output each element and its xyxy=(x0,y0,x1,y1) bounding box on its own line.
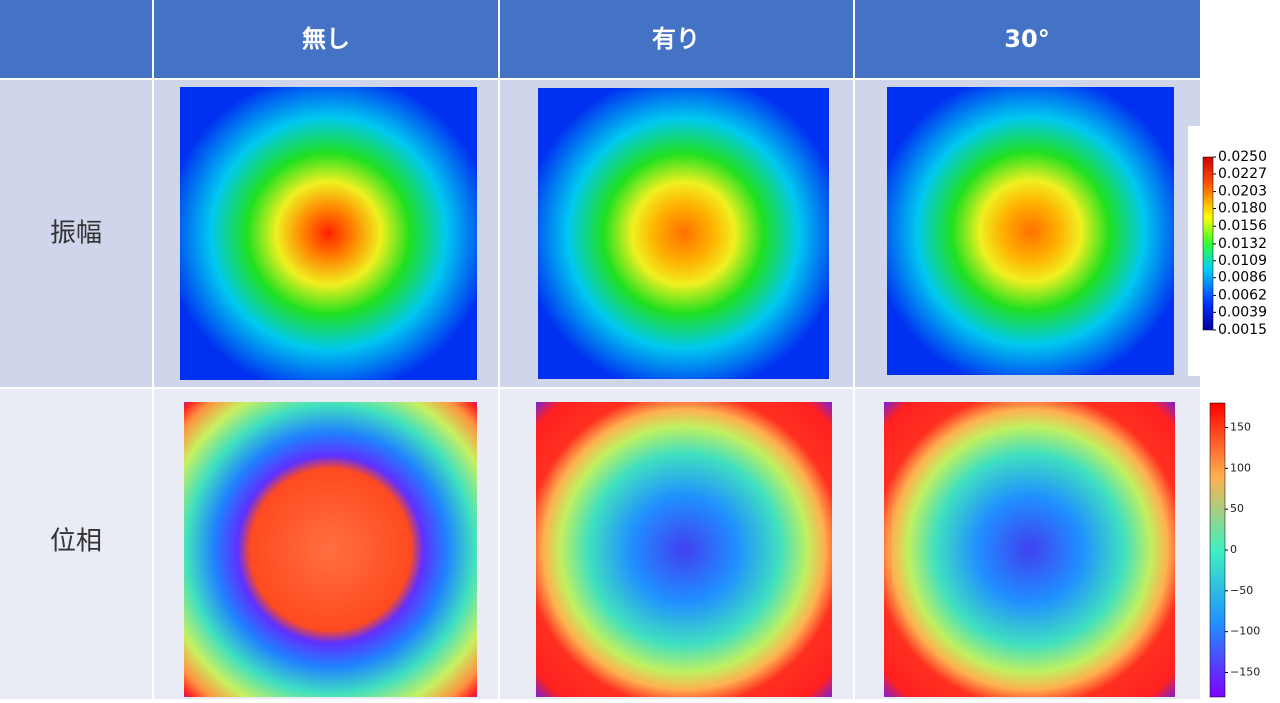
amplitude-map xyxy=(180,87,477,380)
tick-label: 0.0015 xyxy=(1218,322,1267,338)
column-header: 有り xyxy=(652,25,700,53)
amplitude-colorbar xyxy=(1202,156,1214,331)
header-cell xyxy=(500,0,853,78)
tick-label: 0.0156 xyxy=(1218,218,1267,234)
tick-label: 0.0062 xyxy=(1218,287,1267,303)
header-cell xyxy=(154,0,498,78)
amplitude-map xyxy=(538,88,829,379)
phase-map xyxy=(536,402,832,697)
row-header: 振幅 xyxy=(50,219,102,249)
heatmaps xyxy=(180,87,1175,697)
column-header: 無し xyxy=(302,25,350,53)
tick-label: 0.0086 xyxy=(1218,270,1267,286)
tick-label: 0.0132 xyxy=(1218,236,1267,252)
phase-map xyxy=(184,402,477,697)
tick-label: 150 xyxy=(1230,421,1251,434)
tick-label: −50 xyxy=(1230,584,1253,597)
tick-label: 0 xyxy=(1230,543,1237,556)
tick-label: 0.0109 xyxy=(1218,253,1267,269)
phase-colorbar xyxy=(1209,402,1226,698)
tick-label: −150 xyxy=(1230,666,1260,679)
colorbar-panel xyxy=(1188,126,1268,376)
tick-label: −100 xyxy=(1230,625,1260,638)
tick-label: 100 xyxy=(1230,461,1251,474)
tick-label: 0.0250 xyxy=(1218,149,1267,165)
header-cell xyxy=(0,0,152,78)
tick-label: 0.0227 xyxy=(1218,166,1267,182)
row-header: 位相 xyxy=(50,527,102,557)
phase-map xyxy=(884,402,1175,697)
tick-label: 0.0039 xyxy=(1218,304,1267,320)
header-cell xyxy=(855,0,1200,78)
row-cell xyxy=(0,80,152,387)
tick-label: 50 xyxy=(1230,502,1244,515)
column-header: 30° xyxy=(1004,25,1049,53)
amplitude-map xyxy=(887,87,1174,375)
tick-label: 0.0180 xyxy=(1218,201,1267,217)
row-cell xyxy=(0,389,152,699)
tick-label: 0.0203 xyxy=(1218,184,1267,200)
